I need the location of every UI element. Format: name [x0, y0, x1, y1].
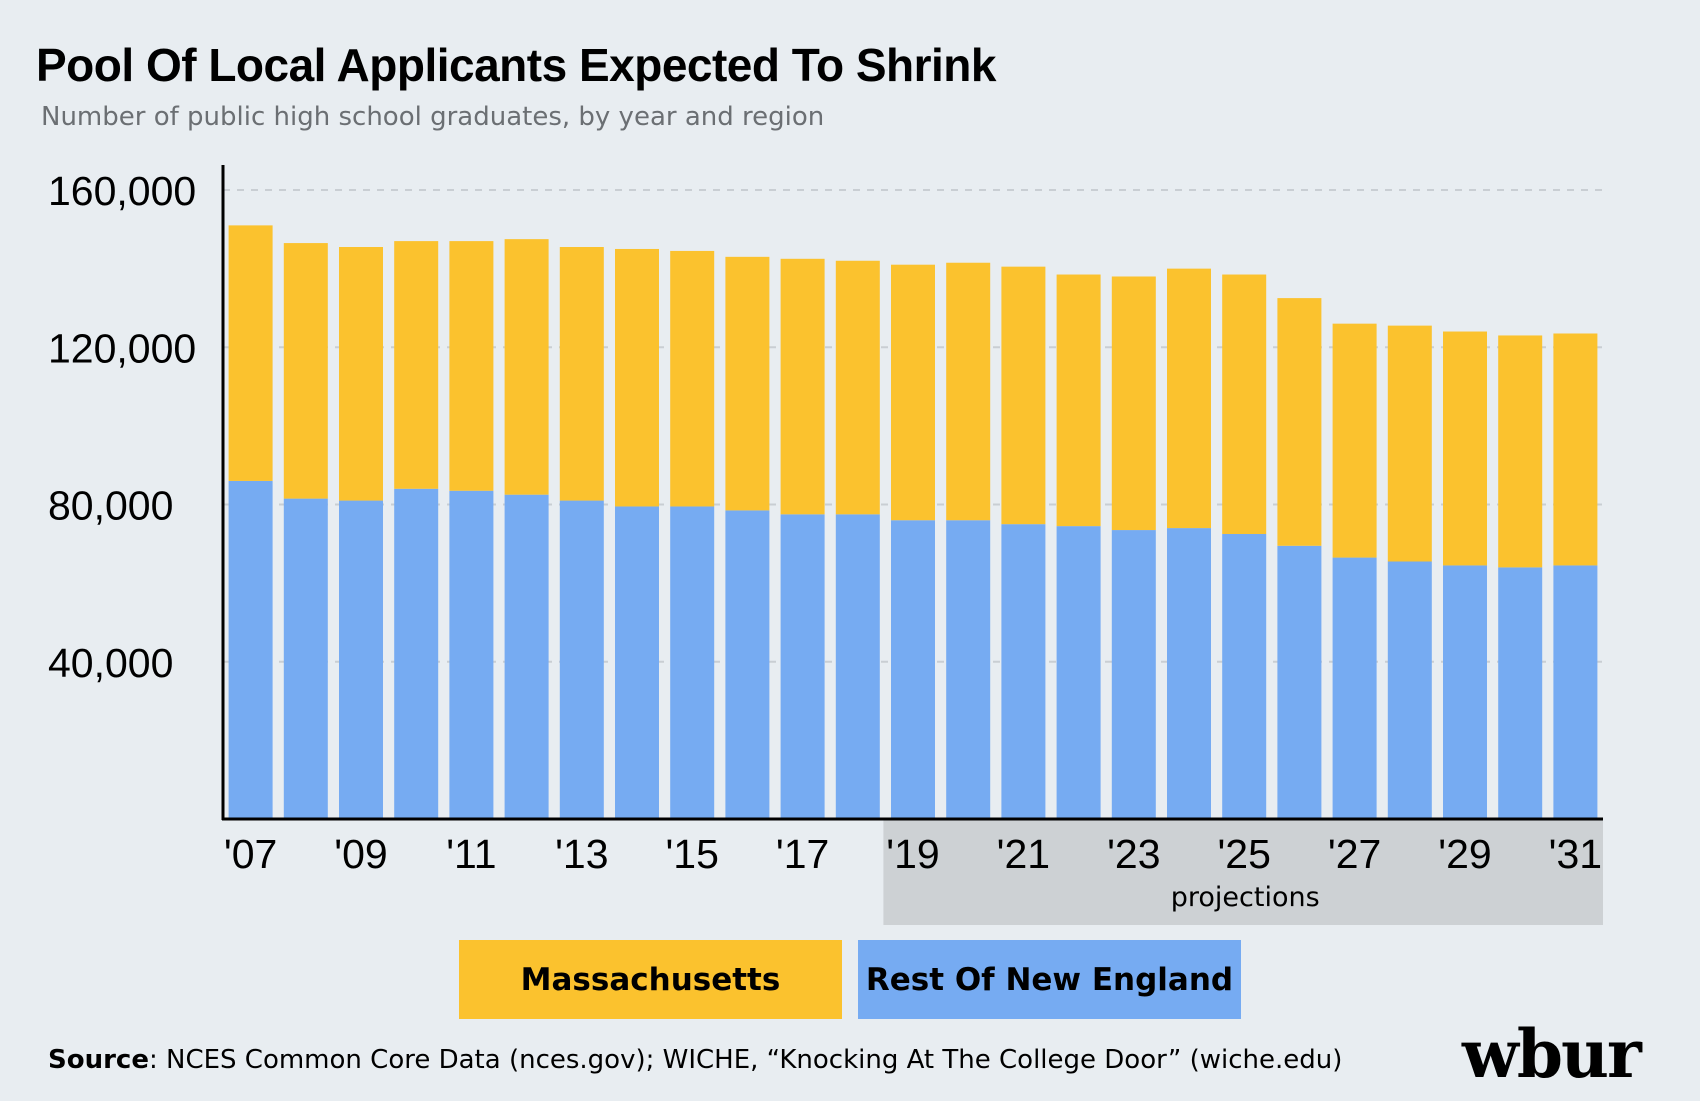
bar-rest-of-new-england	[725, 510, 770, 819]
bar-rest-of-new-england	[1222, 533, 1267, 819]
bar-massachusetts	[1001, 266, 1046, 525]
x-tick-label: '11	[446, 831, 496, 877]
bar-rest-of-new-england	[780, 514, 825, 819]
bar-massachusetts	[780, 258, 825, 515]
bar-massachusetts	[339, 247, 383, 501]
bar-massachusetts	[946, 262, 991, 521]
bar-massachusetts	[615, 248, 659, 507]
bar-rest-of-new-england	[228, 480, 273, 819]
bar-rest-of-new-england	[449, 490, 494, 819]
source-text: : NCES Common Core Data (nces.gov); WICH…	[148, 1045, 1343, 1075]
bar-massachusetts	[1056, 274, 1101, 527]
bar-rest-of-new-england	[1167, 528, 1211, 819]
bar-massachusetts	[394, 241, 439, 489]
bar-massachusetts	[1332, 323, 1377, 558]
legend-rest-of-new-england: Rest Of New England	[858, 940, 1241, 1019]
legend-massachusetts-label: Massachusetts	[520, 961, 781, 998]
bar-rest-of-new-england	[615, 506, 659, 819]
bar-rest-of-new-england	[1111, 530, 1156, 819]
bar-rest-of-new-england	[835, 514, 880, 819]
chart-subtitle: Number of public high school graduates, …	[41, 102, 825, 132]
bar-rest-of-new-england	[1056, 526, 1101, 819]
source-note: Source: NCES Common Core Data (nces.gov)…	[48, 1045, 1342, 1075]
bar-massachusetts	[670, 250, 715, 507]
x-tick-label: '27	[1328, 831, 1381, 877]
stacked-bar-chart: projections 40,000 80,000 120,000 160,000 '07…	[48, 165, 1603, 925]
x-tick-label: '19	[886, 831, 939, 877]
bar-massachusetts	[1277, 298, 1322, 546]
x-tick-label: '17	[776, 831, 829, 877]
wbur-logo: wbur	[1462, 1015, 1642, 1093]
x-tick-label: '21	[997, 831, 1050, 877]
x-tick-label: '25	[1217, 831, 1270, 877]
bar-rest-of-new-england	[670, 506, 715, 819]
bar-massachusetts	[1387, 325, 1432, 562]
bar-massachusetts	[559, 247, 604, 501]
x-tick-label: '23	[1107, 831, 1160, 877]
bar-massachusetts	[1222, 274, 1267, 534]
bar-massachusetts	[1167, 268, 1211, 529]
bar-rest-of-new-england	[1277, 545, 1322, 819]
x-tick-label: '09	[334, 831, 387, 877]
x-tick-label: '13	[555, 831, 608, 877]
x-tick-label: '31	[1549, 831, 1602, 877]
bar-massachusetts	[228, 225, 273, 481]
bar-massachusetts	[1498, 335, 1543, 568]
y-tick-label: 80,000	[48, 483, 173, 529]
bar-rest-of-new-england	[1332, 557, 1377, 819]
bar-rest-of-new-england	[1498, 567, 1543, 819]
bar-massachusetts	[449, 241, 494, 491]
bar-rest-of-new-england	[891, 520, 935, 819]
y-tick-label: 160,000	[48, 168, 196, 214]
bar-rest-of-new-england	[1001, 524, 1046, 819]
bar-rest-of-new-england	[339, 500, 383, 819]
bar-massachusetts	[725, 256, 770, 511]
chart-title: Pool Of Local Applicants Expected To Shr…	[36, 39, 996, 91]
bar-rest-of-new-england	[283, 498, 328, 819]
y-tick-label: 120,000	[48, 325, 196, 371]
bar-massachusetts	[1443, 331, 1487, 566]
projections-label: projections	[1171, 882, 1320, 913]
bar-massachusetts	[1111, 276, 1156, 531]
bar-rest-of-new-england	[1553, 565, 1598, 819]
bar-rest-of-new-england	[504, 494, 549, 819]
bar-rest-of-new-england	[559, 500, 604, 819]
projection-band	[883, 819, 1603, 925]
bar-rest-of-new-england	[946, 520, 991, 819]
bar-massachusetts	[283, 243, 328, 499]
legend-rest-of-new-england-label: Rest Of New England	[865, 961, 1234, 998]
bar-massachusetts	[835, 260, 880, 515]
source-label: Source	[48, 1045, 149, 1075]
y-tick-label: 40,000	[48, 640, 173, 686]
bar-massachusetts	[1553, 333, 1598, 566]
x-tick-label: '07	[224, 831, 277, 877]
bar-massachusetts	[891, 264, 935, 521]
bar-rest-of-new-england	[1387, 561, 1432, 819]
x-tick-label: '29	[1438, 831, 1491, 877]
x-tick-label: '15	[665, 831, 718, 877]
bar-massachusetts	[504, 239, 549, 495]
legend-massachusetts: Massachusetts	[459, 940, 842, 1019]
bar-rest-of-new-england	[394, 488, 439, 819]
bar-rest-of-new-england	[1443, 565, 1487, 819]
